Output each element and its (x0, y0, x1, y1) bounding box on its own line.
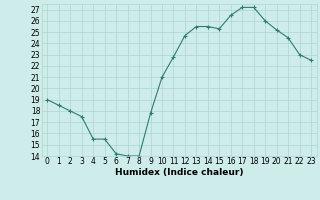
X-axis label: Humidex (Indice chaleur): Humidex (Indice chaleur) (115, 168, 244, 177)
